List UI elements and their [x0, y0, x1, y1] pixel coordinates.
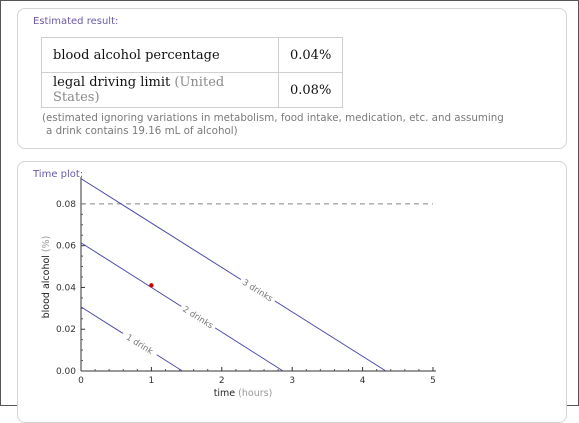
x-tick-label: 1 [149, 376, 155, 386]
y-tick-label: 0.04 [56, 283, 76, 293]
series-label-bg [238, 275, 278, 306]
x-tick-label: 3 [289, 376, 295, 386]
time-plot-chart: 0 1 2 3 4 5 0.00 0.02 0.04 0.06 0.08 time (hours) bl… [41, 177, 436, 399]
limit-label-text: legal driving limit [53, 75, 171, 90]
y-axis-unit: (%) [41, 236, 52, 252]
y-tick-label: 0.00 [56, 367, 76, 377]
y-tick-label: 0.08 [56, 200, 76, 210]
series-label-bg [178, 302, 218, 333]
note-line-1: (estimated ignoring variations in metabo… [42, 112, 504, 124]
result-label-limit: legal driving limit (United States) [41, 72, 279, 108]
limit-qualifier: (United States) [53, 75, 225, 105]
series-label-2: 2 drinks [181, 305, 216, 332]
result-label-bac: blood alcohol percentage [41, 37, 279, 73]
x-tick-label: 2 [219, 376, 225, 386]
plot-pod-title: Time plot: [33, 169, 84, 180]
x-tick-label: 5 [430, 376, 436, 386]
table-row: legal driving limit (United States) 0.08… [41, 72, 344, 108]
y-axis-label: blood alcohol (%) [41, 236, 52, 319]
table-row: blood alcohol percentage 0.04% [41, 37, 344, 73]
x-axis-unit: (hours) [238, 388, 272, 399]
result-value-limit: 0.08% [277, 72, 344, 108]
assumption-note: (estimated ignoring variations in metabo… [42, 112, 542, 138]
result-value-bac: 0.04% [277, 37, 344, 73]
x-axis-label: time (hours) [214, 388, 273, 399]
x-tick-label: 0 [78, 376, 84, 386]
current-value-marker [149, 283, 154, 288]
result-table: blood alcohol percentage 0.04% legal dri… [41, 37, 344, 108]
note-line-2: a drink contains 19.16 mL of alcohol) [46, 125, 238, 137]
y-tick-label: 0.02 [56, 325, 76, 335]
plot-pod: Time plot: 0 1 2 3 4 5 0.00 0.02 0.04 0.06 0.08 tim… [17, 161, 567, 423]
bac-label-text: blood alcohol percentage [53, 47, 220, 63]
result-pod: Estimated result: blood alcohol percenta… [17, 8, 567, 149]
series-label-1: 1 drink [124, 333, 154, 357]
series-label-3: 3 drinks [240, 278, 275, 305]
x-tick-label: 4 [360, 376, 366, 386]
y-tick-label: 0.06 [56, 242, 76, 252]
series-line-3-drink [80, 178, 387, 372]
series-label-bg [120, 329, 160, 359]
result-pod-title: Estimated result: [33, 16, 119, 27]
